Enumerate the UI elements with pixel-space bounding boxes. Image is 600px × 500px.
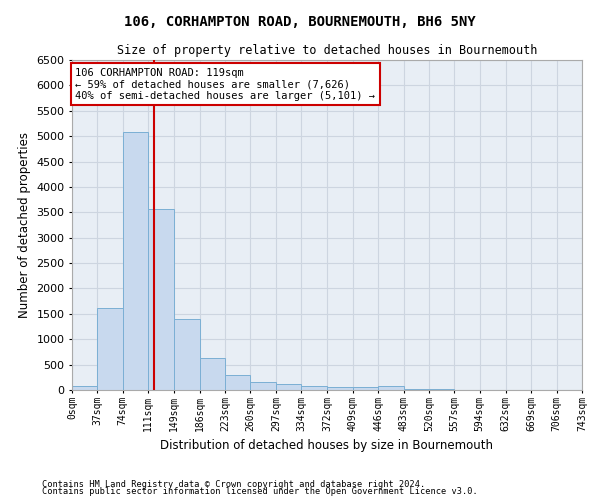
Bar — [404, 389, 429, 390]
Y-axis label: Number of detached properties: Number of detached properties — [17, 132, 31, 318]
Bar — [353, 388, 378, 390]
Bar — [276, 384, 301, 390]
Bar — [174, 319, 200, 390]
Bar — [72, 386, 97, 390]
Text: 106 CORHAMPTON ROAD: 119sqm
← 59% of detached houses are smaller (7,626)
40% of : 106 CORHAMPTON ROAD: 119sqm ← 59% of det… — [76, 68, 376, 101]
Bar — [200, 358, 225, 390]
Text: Contains HM Land Registry data © Crown copyright and database right 2024.: Contains HM Land Registry data © Crown c… — [42, 480, 425, 489]
Bar — [378, 386, 404, 390]
Bar — [328, 387, 353, 390]
Title: Size of property relative to detached houses in Bournemouth: Size of property relative to detached ho… — [117, 44, 537, 58]
Text: 106, CORHAMPTON ROAD, BOURNEMOUTH, BH6 5NY: 106, CORHAMPTON ROAD, BOURNEMOUTH, BH6 5… — [124, 15, 476, 29]
Bar — [97, 308, 123, 390]
Bar — [123, 132, 148, 390]
Bar — [250, 382, 276, 390]
Bar — [301, 386, 328, 390]
X-axis label: Distribution of detached houses by size in Bournemouth: Distribution of detached houses by size … — [161, 439, 493, 452]
Bar — [225, 375, 250, 390]
Bar — [148, 208, 174, 390]
Text: Contains public sector information licensed under the Open Government Licence v3: Contains public sector information licen… — [42, 487, 478, 496]
